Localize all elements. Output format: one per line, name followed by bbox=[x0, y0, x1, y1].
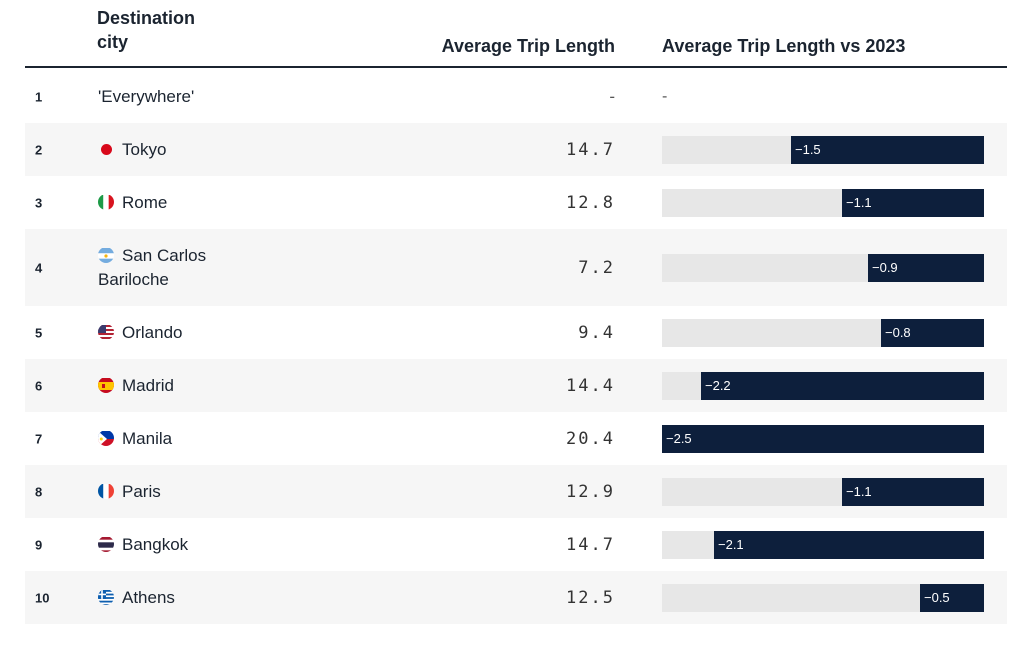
bar-value-label: −1.5 bbox=[795, 141, 821, 157]
header-destination-city: Destination city bbox=[97, 8, 196, 52]
city-name: Tokyo bbox=[122, 139, 167, 159]
city-name: 'Everywhere' bbox=[98, 86, 195, 106]
spain-flag-icon bbox=[98, 377, 114, 393]
bar-value-label: −2.2 bbox=[705, 377, 731, 393]
thailand-flag-icon bbox=[98, 536, 114, 552]
average-trip-length-value: 14.7 bbox=[566, 534, 615, 555]
city-cell: San Carlos Bariloche bbox=[98, 244, 258, 292]
city-name: Manila bbox=[122, 428, 173, 448]
table-header: Destination city Average Trip Length Ave… bbox=[25, 0, 1007, 68]
city-cell: Manila bbox=[98, 427, 258, 451]
average-trip-length-value: 14.4 bbox=[566, 375, 615, 396]
bar-value-label: −0.5 bbox=[924, 589, 950, 605]
table-row: 1 'Everywhere' - - bbox=[25, 70, 1007, 123]
bar-value-label: −0.8 bbox=[885, 324, 911, 340]
rank-cell: 1 bbox=[35, 89, 43, 104]
greece-flag-icon bbox=[98, 589, 114, 605]
bar-value-label: −0.9 bbox=[872, 259, 898, 275]
bar-track: −2.1 bbox=[662, 530, 984, 559]
average-trip-length-value: 20.4 bbox=[566, 428, 615, 449]
bar-value-label: −1.1 bbox=[846, 483, 872, 499]
city-cell: Bangkok bbox=[98, 533, 258, 557]
table-row: 5 Orlando 9.4 −0.8 bbox=[25, 306, 1007, 359]
bar-track: −0.8 bbox=[662, 318, 984, 347]
bar: −0.8 bbox=[881, 318, 984, 347]
bar: −2.2 bbox=[701, 371, 984, 400]
rank-cell: 9 bbox=[35, 537, 43, 552]
rank-cell: 7 bbox=[35, 431, 43, 446]
city-cell: Tokyo bbox=[98, 138, 258, 162]
table-body: 1 'Everywhere' - - 2 Tokyo 14.7 −1.5 3 Rome 12.8 −1… bbox=[25, 70, 1007, 624]
city-cell: Madrid bbox=[98, 374, 258, 398]
bar: −2.1 bbox=[714, 530, 984, 559]
city-name: Orlando bbox=[122, 322, 183, 342]
header-average-trip-length-vs-2023: Average Trip Length vs 2023 bbox=[662, 36, 906, 56]
bar-track: −1.5 bbox=[662, 135, 984, 164]
city-name: Paris bbox=[122, 481, 161, 501]
city-cell: Rome bbox=[98, 191, 258, 215]
bar-value-label: −2.5 bbox=[666, 430, 692, 446]
city-cell: Orlando bbox=[98, 321, 258, 345]
bar: −0.5 bbox=[920, 583, 984, 612]
bar-track: −2.5 bbox=[662, 424, 984, 453]
rank-cell: 10 bbox=[35, 590, 50, 605]
bar: −1.1 bbox=[842, 477, 984, 506]
average-trip-length-value: 7.2 bbox=[578, 257, 615, 278]
bar-track: −1.1 bbox=[662, 188, 984, 217]
city-cell: Paris bbox=[98, 480, 258, 504]
rank-cell: 8 bbox=[35, 484, 43, 499]
table-row: 8 Paris 12.9 −1.1 bbox=[25, 465, 1007, 518]
city-cell: 'Everywhere' bbox=[98, 85, 258, 109]
usa-flag-icon bbox=[98, 324, 114, 340]
bar-track: −1.1 bbox=[662, 477, 984, 506]
argentina-flag-icon bbox=[98, 247, 114, 263]
bar-value-label: −1.1 bbox=[846, 194, 872, 210]
bar-track: −2.2 bbox=[662, 371, 984, 400]
table-row: 6 Madrid 14.4 −2.2 bbox=[25, 359, 1007, 412]
rank-cell: 5 bbox=[35, 325, 43, 340]
vs-2023-empty-value: - bbox=[662, 87, 668, 105]
bar: −0.9 bbox=[868, 253, 984, 282]
rank-cell: 2 bbox=[35, 142, 43, 157]
bar-track: −0.9 bbox=[662, 253, 984, 282]
average-trip-length-value: 14.7 bbox=[566, 139, 615, 160]
city-name: Rome bbox=[122, 192, 168, 212]
rank-cell: 6 bbox=[35, 378, 43, 393]
bar: −2.5 bbox=[662, 424, 984, 453]
bar: −1.1 bbox=[842, 188, 984, 217]
average-trip-length-value: 9.4 bbox=[578, 322, 615, 343]
bar-value-label: −2.1 bbox=[718, 536, 744, 552]
city-name: San Carlos Bariloche bbox=[98, 245, 207, 289]
rank-cell: 3 bbox=[35, 195, 43, 210]
city-name: Bangkok bbox=[122, 534, 189, 554]
france-flag-icon bbox=[98, 483, 114, 499]
italy-flag-icon bbox=[98, 194, 114, 210]
city-name: Madrid bbox=[122, 375, 174, 395]
average-trip-length-value: 12.5 bbox=[566, 587, 615, 608]
bar-track: −0.5 bbox=[662, 583, 984, 612]
city-name: Athens bbox=[122, 587, 175, 607]
table-row: 9 Bangkok 14.7 −2.1 bbox=[25, 518, 1007, 571]
table-row: 4 San Carlos Bariloche 7.2 −0.9 bbox=[25, 229, 1007, 306]
table-row: 10 Athens 12.5 −0.5 bbox=[25, 571, 1007, 624]
average-trip-length-value: - bbox=[609, 86, 615, 106]
city-cell: Athens bbox=[98, 586, 258, 610]
table-row: 3 Rome 12.8 −1.1 bbox=[25, 176, 1007, 229]
rank-cell: 4 bbox=[35, 260, 43, 275]
table-row: 2 Tokyo 14.7 −1.5 bbox=[25, 123, 1007, 176]
header-average-trip-length: Average Trip Length bbox=[441, 36, 615, 56]
philippines-flag-icon bbox=[98, 430, 114, 446]
japan-flag-icon bbox=[101, 143, 112, 155]
trip-length-table: Destination city Average Trip Length Ave… bbox=[25, 0, 1007, 624]
table-row: 7 Manila 20.4 −2.5 bbox=[25, 412, 1007, 465]
average-trip-length-value: 12.8 bbox=[566, 192, 615, 213]
bar: −1.5 bbox=[791, 135, 984, 164]
average-trip-length-value: 12.9 bbox=[566, 481, 615, 502]
